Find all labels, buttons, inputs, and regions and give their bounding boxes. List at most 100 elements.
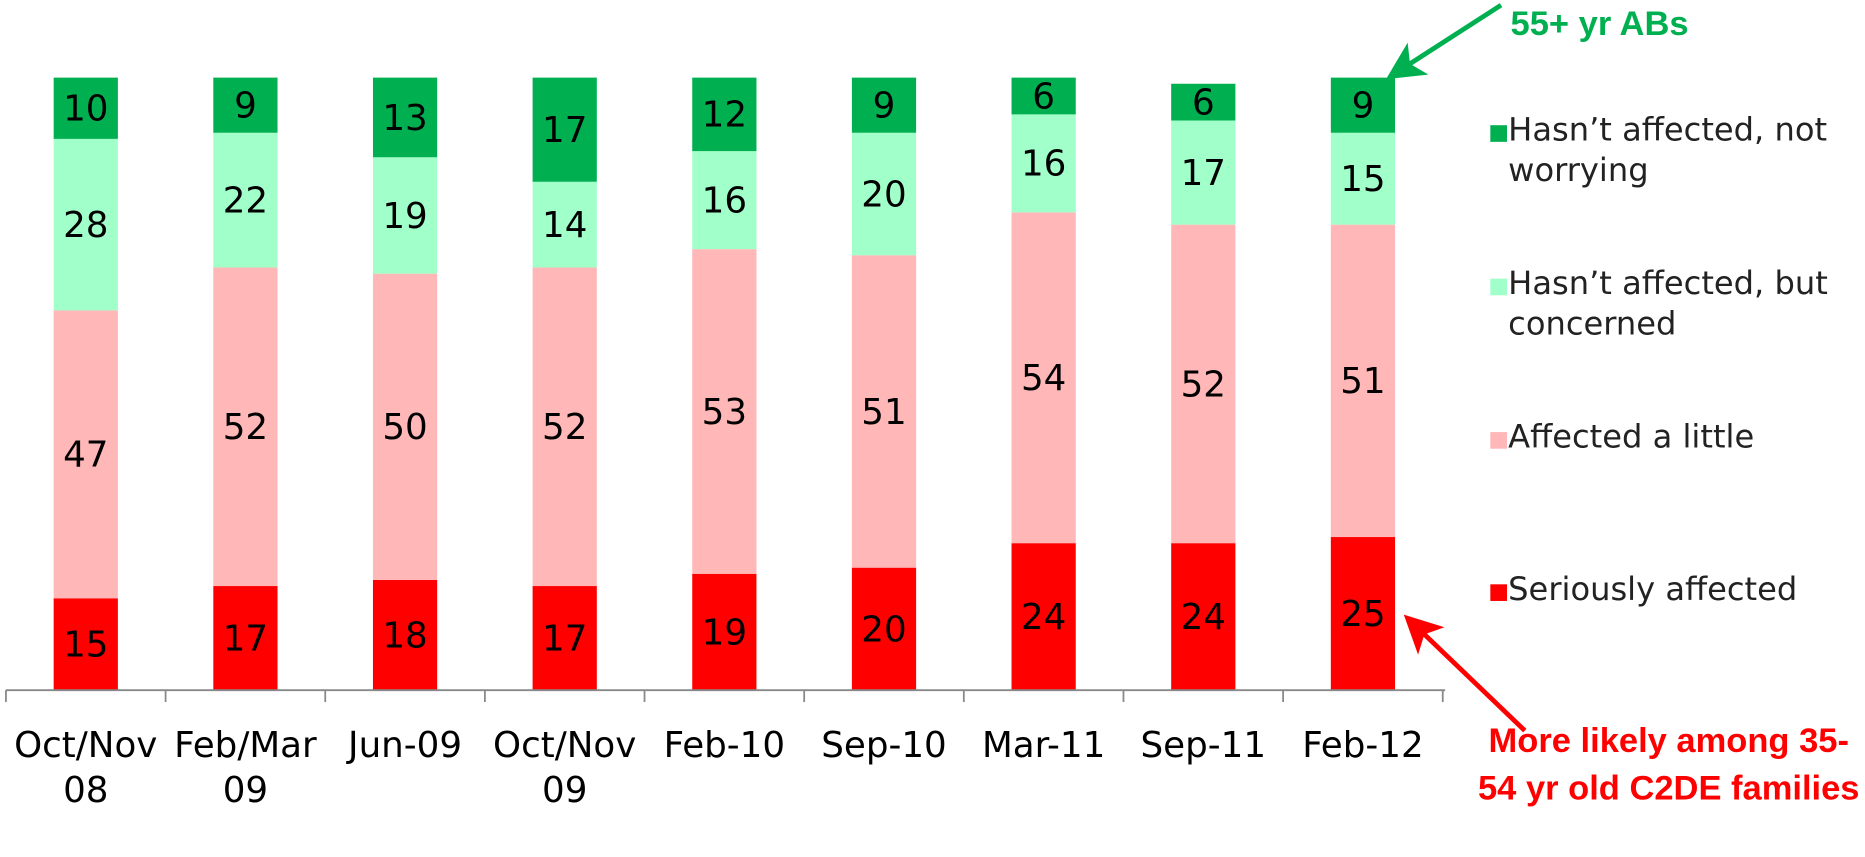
text-box: 55+ yr ABs [1510,5,1689,44]
bar-segment [1171,83,1236,121]
bar-segment [692,77,757,152]
bar-segment [532,77,597,182]
bar-segment [53,77,118,139]
x-tick-label: Feb-10 [664,725,785,766]
bar-segment [372,273,438,580]
data-label: 10 [63,89,108,130]
data-label: 12 [702,95,747,136]
data-label: 14 [542,205,587,246]
data-label: 18 [382,615,427,656]
legend-label: Hasn’t affected, but concerned [1508,265,1828,343]
bar-segment [53,138,118,311]
annotation-arrow [1403,614,1527,733]
data-label: 24 [1181,597,1226,638]
bar-segment [532,586,597,691]
bar-segment [213,267,278,587]
bar-segment [851,567,917,691]
bar-segment [1171,120,1236,225]
data-label: 52 [542,407,587,448]
data-label: 28 [63,205,108,246]
bar-segment [1171,224,1236,544]
x-tick-label: Mar-11 [982,725,1105,766]
bar-segment [1330,537,1396,691]
data-label: 52 [1181,364,1226,405]
legend-label: Seriously affected [1508,571,1798,609]
bar-segment [1011,543,1076,691]
bar-segment [372,579,438,691]
bar-segment [213,132,278,268]
text-box: Hasn’t affected, but concerned [1508,265,1828,343]
bar-segment [1171,543,1236,691]
bar-segment [692,573,757,691]
data-label: 25 [1340,594,1385,635]
bar-segment [53,598,118,691]
bar-segment [1011,77,1076,115]
text-box: Affected a little [1508,418,1755,456]
x-tick-label: Feb-12 [1302,725,1423,766]
bar-segment [213,586,278,691]
bar-segment [851,255,917,568]
x-tick-label: Jun-09 [346,725,462,766]
legend-label: Affected a little [1508,418,1755,456]
bar-segment [1011,212,1076,544]
annotation-arrow [1385,3,1503,80]
x-tick-label: Oct/Nov 09 [493,725,636,811]
x-tick-label: Feb/Mar 09 [174,725,317,811]
data-label: 16 [1021,144,1066,185]
legend-swatch [1490,125,1507,142]
data-label: 6 [1192,83,1215,124]
data-label: 9 [234,86,257,127]
data-label: 9 [1352,86,1375,127]
bar-segment [1011,114,1076,213]
bar-segment [1330,224,1396,538]
data-label: 51 [1340,361,1385,402]
text-box: More likely among 35-54 yr old C2DE fami… [1477,722,1860,808]
data-label: 15 [63,625,108,666]
x-tick-label: Sep-10 [821,725,947,766]
data-label: 13 [382,98,427,139]
bar-segment [532,181,597,268]
bar-segment [692,151,757,250]
data-label: 51 [861,392,906,433]
data-label: 15 [1340,159,1385,200]
data-label: 19 [702,612,747,653]
data-label: 17 [1181,153,1226,194]
bar-segment [53,310,118,599]
data-label: 9 [873,86,896,127]
text-box: Seriously affected [1508,571,1798,609]
data-label: 53 [702,392,747,433]
bar-segment [1330,132,1396,225]
legend-swatch [1490,278,1507,296]
data-label: 24 [1021,597,1066,638]
data-label: 52 [223,407,268,448]
data-label: 17 [542,110,587,151]
data-label: 16 [702,181,747,222]
annotation: 55+ yr ABs [1510,5,1689,44]
text-box: Hasn’t affected, not worrying [1508,112,1828,190]
data-label: 20 [861,609,906,650]
data-label: 54 [1021,358,1066,399]
x-tick-label: Oct/Nov 08 [14,725,157,811]
data-label: 17 [542,618,587,659]
data-label: 6 [1032,76,1055,117]
bar-segment [372,77,438,158]
bar-segment [532,267,597,587]
bar-segment [851,132,917,256]
data-label: 20 [861,174,906,215]
bar-segment [851,77,917,133]
bar-segment [213,77,278,133]
data-label: 47 [63,435,108,476]
bar-segment [372,157,438,274]
x-tick-label: Sep-11 [1141,725,1266,766]
bar-segment [692,249,757,574]
legend-label: Hasn’t affected, not worrying [1508,112,1828,190]
annotation: More likely among 35-54 yr old C2DE fami… [1477,722,1860,808]
data-label: 22 [223,181,268,222]
legend-swatch [1490,584,1507,601]
data-label: 50 [382,407,427,448]
legend-swatch [1490,432,1507,449]
bar-segment [1330,77,1396,133]
data-label: 17 [223,618,268,659]
